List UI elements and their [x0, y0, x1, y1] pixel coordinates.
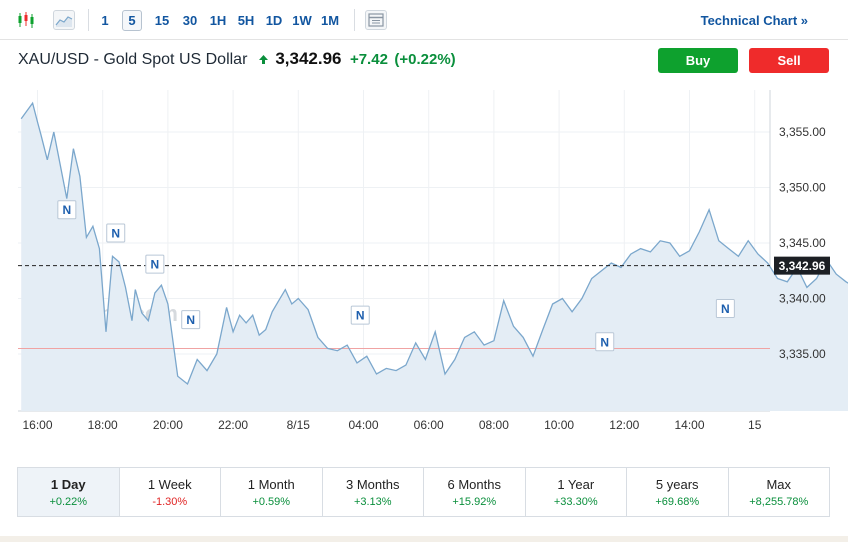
timeframe-15[interactable]: 15 [154, 13, 170, 28]
y-tick-label: 3,335.00 [779, 347, 826, 361]
x-tick-label: 08:00 [479, 418, 509, 432]
price-line [20, 101, 848, 386]
period-change: -1.30% [152, 496, 188, 508]
instrument-header: XAU/USD - Gold Spot US Dollar 3,342.96 +… [0, 40, 848, 80]
instrument-title: XAU/USD - Gold Spot US Dollar 3,342.96 +… [18, 49, 456, 69]
timeframe-1m[interactable]: 1M [320, 13, 340, 28]
period-change: +0.59% [252, 496, 291, 508]
calendar-icon[interactable] [365, 10, 387, 30]
period-tab[interactable]: 1 Week -1.30% [120, 468, 221, 516]
x-tick-label: 20:00 [153, 418, 183, 432]
period-change: +69.68% [655, 496, 700, 508]
news-marker-label: N [111, 227, 120, 241]
current-price-tag: 3,342.96 [774, 256, 830, 275]
period-tab[interactable]: 3 Months +3.13% [323, 468, 424, 516]
area-chart-icon[interactable] [53, 10, 75, 30]
page-bottom-strip [0, 536, 848, 542]
x-tick-label: 8/15 [287, 418, 311, 432]
news-marker-label: N [721, 302, 730, 316]
news-marker[interactable]: N [145, 254, 165, 274]
x-tick-label: 10:00 [544, 418, 574, 432]
timeframe-1h[interactable]: 1H [209, 13, 227, 28]
last-price: 3,342.96 [275, 49, 342, 68]
news-marker-label: N [600, 335, 609, 349]
news-marker-box [181, 310, 201, 330]
current-price-tag-bg [774, 256, 830, 275]
toolbar-divider [354, 9, 355, 31]
period-tab[interactable]: 1 Month +0.59% [221, 468, 323, 516]
chart-toolbar: 1 5 15 30 1H 5H 1D 1W 1M Technical Chart » [0, 0, 848, 40]
news-marker-label: N [186, 313, 195, 327]
news-marker-box [145, 254, 165, 274]
period-change: +8,255.78% [749, 496, 809, 508]
x-axis: 16:00 18:00 20:00 22:00 8/15 04:00 06:00 08:00 1… [22, 418, 761, 432]
y-axis: 3,355.00 3,350.00 3,345.00 3,340.00 3,335.00 [779, 125, 826, 361]
performance-periods: 1 Day +0.22% 1 Week -1.30% 1 Month +0.59% 3 Mo… [17, 467, 830, 517]
timeframe-30[interactable]: 30 [182, 13, 198, 28]
y-tick-label: 3,350.00 [779, 181, 826, 195]
toolbar-divider [88, 9, 89, 31]
buy-button[interactable]: Buy [658, 48, 738, 73]
news-marker[interactable]: N [350, 305, 370, 325]
sell-button[interactable]: Sell [749, 48, 829, 73]
x-tick-label: 22:00 [218, 418, 248, 432]
period-change: +0.22% [49, 496, 88, 508]
x-tick-label: 14:00 [674, 418, 704, 432]
x-tick-label: 06:00 [414, 418, 444, 432]
news-marker-label: N [356, 309, 365, 323]
period-tab[interactable]: Max +8,255.78% [729, 468, 830, 516]
period-change: +33.30% [553, 496, 598, 508]
news-marker[interactable]: N [106, 223, 126, 243]
period-tab[interactable]: 5 years +69.68% [627, 468, 729, 516]
news-marker[interactable]: N [595, 332, 615, 352]
timeframe-5[interactable]: 5 [122, 10, 142, 31]
news-markers: NNNNNNNNNNNNNNN [57, 200, 735, 352]
period-label: 3 Months [346, 477, 400, 492]
price-chart[interactable]: Investing.com NNNNNNNNNNNNNNN 3,355.003,… [0, 80, 848, 440]
price-area-fill [21, 103, 848, 411]
period-change: +3.13% [353, 496, 392, 508]
timeframe-1[interactable]: 1 [101, 13, 109, 28]
period-label: 6 Months [447, 477, 501, 492]
news-marker-box [106, 223, 126, 243]
timeframe-5h[interactable]: 5H [237, 13, 255, 28]
x-tick-label: 12:00 [609, 418, 639, 432]
period-tab[interactable]: 1 Year +33.30% [526, 468, 627, 516]
timeframe-1d[interactable]: 1D [265, 13, 283, 28]
period-label: 1 Day [50, 477, 86, 492]
arrow-up-icon [258, 55, 268, 64]
news-marker-label: N [63, 203, 72, 217]
news-marker-box [57, 200, 77, 220]
price-change: +7.42 [349, 51, 388, 68]
news-marker[interactable]: N [715, 298, 735, 318]
news-marker-box [715, 298, 735, 318]
technical-chart-link[interactable]: Technical Chart » [700, 13, 808, 28]
news-marker-label: N [151, 258, 160, 272]
y-tick-label: 3,355.00 [779, 125, 826, 139]
news-marker[interactable]: N [181, 310, 201, 330]
instrument-name: XAU/USD - Gold Spot US Dollar [18, 51, 248, 68]
period-change: +15.92% [452, 496, 497, 508]
news-marker-box [595, 332, 615, 352]
period-label: 1 Month [247, 477, 295, 492]
news-marker[interactable]: N [57, 200, 77, 220]
x-tick-label: 04:00 [348, 418, 378, 432]
period-tab[interactable]: 6 Months +15.92% [424, 468, 526, 516]
period-label: 5 years [655, 477, 699, 492]
y-tick-label: 3,340.00 [779, 292, 826, 306]
x-tick-label: 16:00 [22, 418, 52, 432]
price-change-percent: (+0.22%) [394, 51, 456, 68]
news-marker-box [350, 305, 370, 325]
candlestick-icon[interactable] [16, 10, 38, 30]
x-tick-label: 18:00 [88, 418, 118, 432]
period-tab[interactable]: 1 Day +0.22% [18, 468, 120, 516]
current-price-tag-label: 3,342.96 [779, 259, 826, 273]
period-label: Max [766, 477, 792, 492]
period-label: 1 Week [147, 477, 192, 492]
timeframe-1w[interactable]: 1W [292, 13, 312, 28]
period-label: 1 Year [557, 477, 595, 492]
y-tick-label: 3,345.00 [779, 236, 826, 250]
x-tick-label: 15 [748, 418, 762, 432]
